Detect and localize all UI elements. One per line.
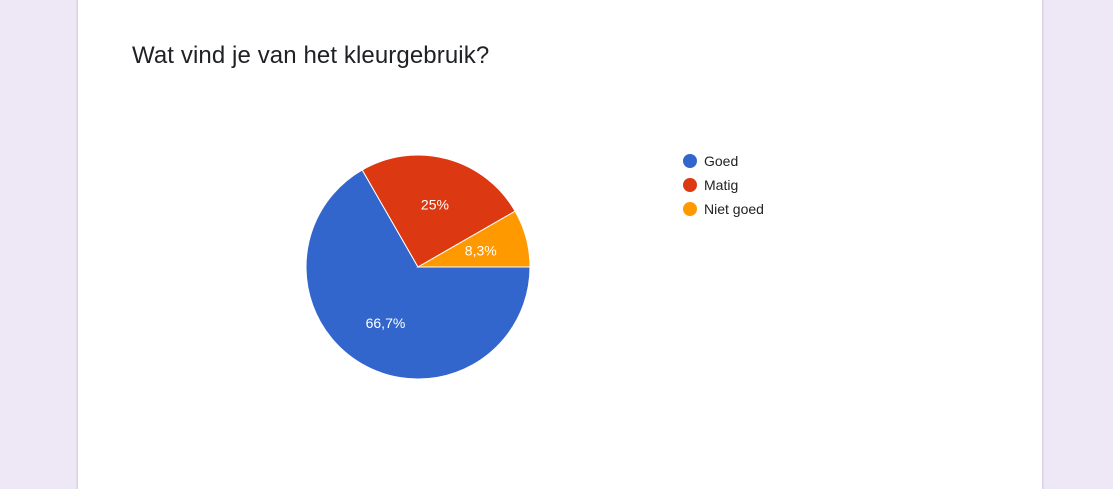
- pie-chart: 66,7% 25% 8,3% Goed Matig Niet goed: [305, 153, 764, 380]
- pie-slice-labels: 66,7% 25% 8,3%: [366, 196, 497, 331]
- legend-marker-matig: [683, 178, 697, 192]
- slice-label-niet-goed: 8,3%: [465, 242, 497, 258]
- pie-slice-matig[interactable]: [361, 154, 516, 268]
- form-summary-card: Wat vind je van het kleurgebruik? 66,7% 2…: [77, 0, 1043, 489]
- pie-slice-niet-goed[interactable]: [416, 210, 531, 268]
- legend-marker-niet-goed: [683, 202, 697, 216]
- pie-slices: [305, 154, 531, 380]
- legend-marker-goed: [683, 154, 697, 168]
- legend-label-goed[interactable]: Goed: [704, 153, 738, 169]
- pie-slice-goed[interactable]: [305, 169, 531, 380]
- legend-label-niet-goed[interactable]: Niet goed: [704, 201, 764, 217]
- question-title: Wat vind je van het kleurgebruik?: [132, 42, 490, 69]
- chart-legend: Goed Matig Niet goed: [683, 153, 764, 217]
- legend-label-matig[interactable]: Matig: [704, 177, 738, 193]
- slice-label-matig: 25%: [421, 196, 449, 212]
- slice-label-goed: 66,7%: [366, 315, 406, 331]
